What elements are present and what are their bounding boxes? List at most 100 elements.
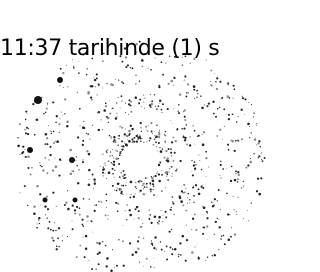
speckle xyxy=(119,126,121,128)
speckle xyxy=(108,122,109,123)
speckle xyxy=(261,152,262,153)
speckle xyxy=(231,166,233,168)
speckle xyxy=(105,105,107,107)
speckle xyxy=(113,177,114,178)
speckle xyxy=(198,256,200,258)
speckle xyxy=(178,104,180,106)
speckle xyxy=(61,112,62,113)
speckle xyxy=(153,176,154,177)
speckle xyxy=(125,210,126,211)
speckle xyxy=(187,203,188,204)
speckle xyxy=(113,136,115,138)
speckle xyxy=(211,202,212,203)
speckle xyxy=(161,109,163,111)
speckle xyxy=(53,131,55,133)
speckle xyxy=(166,259,168,261)
speckle xyxy=(132,67,134,69)
speckle xyxy=(234,88,236,90)
speckle xyxy=(153,267,154,268)
speckle xyxy=(124,143,125,144)
speckle xyxy=(258,193,261,196)
speckle xyxy=(241,138,243,140)
speckle xyxy=(78,61,79,62)
speckle xyxy=(195,184,197,186)
speckle xyxy=(238,197,239,198)
speckle xyxy=(144,194,145,195)
speckle xyxy=(227,144,229,146)
speckle xyxy=(135,75,136,76)
speckle xyxy=(160,210,161,211)
speckle xyxy=(219,107,220,108)
speckle xyxy=(71,170,72,171)
speckle xyxy=(155,141,157,143)
speckle xyxy=(192,218,194,220)
speckle xyxy=(111,162,112,163)
speckle xyxy=(228,118,230,120)
speckle xyxy=(150,188,152,190)
speckle xyxy=(218,226,220,228)
speckle xyxy=(62,235,63,236)
speckle xyxy=(112,155,113,156)
speckle xyxy=(140,226,142,228)
speckle xyxy=(83,198,85,200)
speckle xyxy=(166,157,169,160)
speckle xyxy=(237,178,239,180)
speckle xyxy=(217,135,218,136)
speckle xyxy=(30,173,32,175)
speckle xyxy=(59,246,60,247)
speckle xyxy=(212,101,214,103)
speckle xyxy=(143,142,144,143)
speckle xyxy=(56,122,57,123)
speckle xyxy=(74,213,76,215)
speckle xyxy=(74,209,76,211)
speckle xyxy=(113,158,114,159)
speckle xyxy=(22,146,24,148)
speckle xyxy=(149,104,151,106)
speckle xyxy=(172,173,173,174)
speckle xyxy=(184,75,186,77)
speckle xyxy=(98,242,100,244)
speckle xyxy=(147,177,148,178)
speckle xyxy=(119,189,121,191)
speckle xyxy=(146,130,147,131)
speckle xyxy=(160,241,161,242)
speckle xyxy=(56,245,58,247)
speckle xyxy=(161,112,162,113)
speckle xyxy=(108,257,109,258)
speckle xyxy=(66,65,67,66)
speckle-cluster xyxy=(57,77,63,83)
speckle xyxy=(176,169,177,170)
speckle xyxy=(158,220,160,222)
speckle xyxy=(86,68,88,70)
speckle xyxy=(152,245,153,246)
speckle xyxy=(105,214,107,216)
speckle xyxy=(24,129,26,131)
speckle xyxy=(131,254,133,256)
speckle xyxy=(144,108,145,109)
speckle xyxy=(219,81,221,83)
speckle xyxy=(116,116,117,117)
speckle xyxy=(214,198,216,200)
speckle xyxy=(183,136,185,138)
speckle xyxy=(212,205,214,207)
speckle xyxy=(102,172,104,174)
speckle xyxy=(256,125,257,126)
speckle xyxy=(243,218,244,219)
speckle xyxy=(244,114,245,115)
speckle xyxy=(234,179,237,182)
speckle xyxy=(133,138,134,139)
speckle xyxy=(158,180,161,183)
speckle xyxy=(165,131,167,133)
speckle xyxy=(182,64,183,65)
speckle xyxy=(226,168,227,169)
speckle xyxy=(120,107,121,108)
speckle xyxy=(155,248,157,250)
speckle xyxy=(245,167,247,169)
speckle xyxy=(72,228,74,230)
speckle xyxy=(150,222,152,224)
speckle xyxy=(115,157,118,160)
speckle xyxy=(206,105,208,107)
speckle xyxy=(234,233,236,235)
speckle xyxy=(256,123,257,124)
speckle xyxy=(170,80,173,83)
